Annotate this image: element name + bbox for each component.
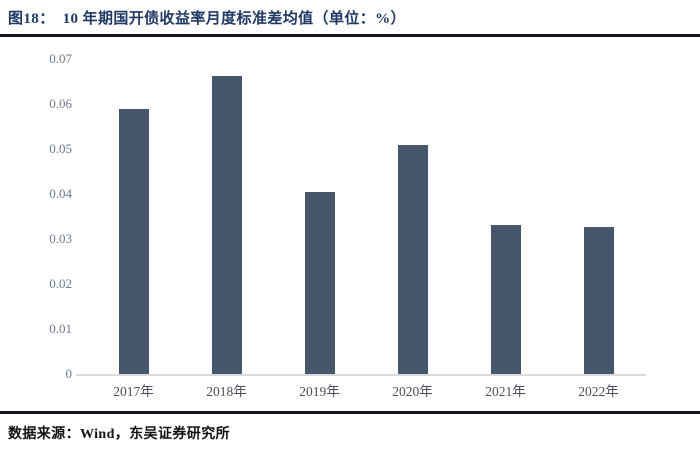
y-tick-label: 0.06 bbox=[49, 96, 72, 111]
y-tick-label: 0.03 bbox=[49, 231, 72, 246]
x-tick-label: 2020年 bbox=[392, 384, 433, 399]
bottom-rule-divider bbox=[0, 411, 700, 414]
bar-2021年 bbox=[490, 224, 521, 374]
data-source-note: 数据来源：Wind，东吴证券研究所 bbox=[8, 427, 231, 442]
bar-slot bbox=[180, 59, 273, 374]
y-tick-label: 0.07 bbox=[49, 51, 72, 66]
bar-2018年 bbox=[211, 76, 242, 374]
bar-2019年 bbox=[304, 192, 335, 374]
bar-slot bbox=[273, 59, 366, 374]
x-tick-label: 2022年 bbox=[578, 384, 619, 399]
x-tick-label: 2018年 bbox=[206, 384, 247, 399]
bar-slot bbox=[87, 59, 180, 374]
y-tick-label: 0.02 bbox=[49, 276, 72, 291]
figure-title: 图18： 10 年期国开债收益率月度标准差均值（单位：%） bbox=[8, 7, 406, 28]
x-axis-labels: 2017年 2018年 2019年 2020年 2021年 2022年 bbox=[87, 383, 645, 400]
bar-slot bbox=[552, 59, 645, 374]
y-tick-label: 0.05 bbox=[49, 141, 72, 156]
bar-slot bbox=[366, 59, 459, 374]
top-rule-divider bbox=[0, 34, 700, 37]
y-tick-label: 0 bbox=[65, 366, 73, 381]
figure-number-label: 图18： bbox=[8, 11, 55, 27]
bar-2017年 bbox=[118, 108, 149, 374]
bar-2020年 bbox=[397, 144, 428, 374]
x-axis-line bbox=[76, 374, 646, 376]
plot-area bbox=[87, 59, 645, 374]
x-tick-label: 2019年 bbox=[299, 384, 340, 399]
x-tick-label: 2017年 bbox=[113, 384, 154, 399]
y-tick-label: 0.01 bbox=[49, 321, 72, 336]
bar-slot bbox=[459, 59, 552, 374]
bar-2022年 bbox=[583, 227, 614, 374]
figure-title-text: 10 年期国开债收益率月度标准差均值（单位：%） bbox=[62, 11, 406, 27]
x-tick-label: 2021年 bbox=[485, 384, 526, 399]
y-tick-label: 0.04 bbox=[49, 186, 72, 201]
